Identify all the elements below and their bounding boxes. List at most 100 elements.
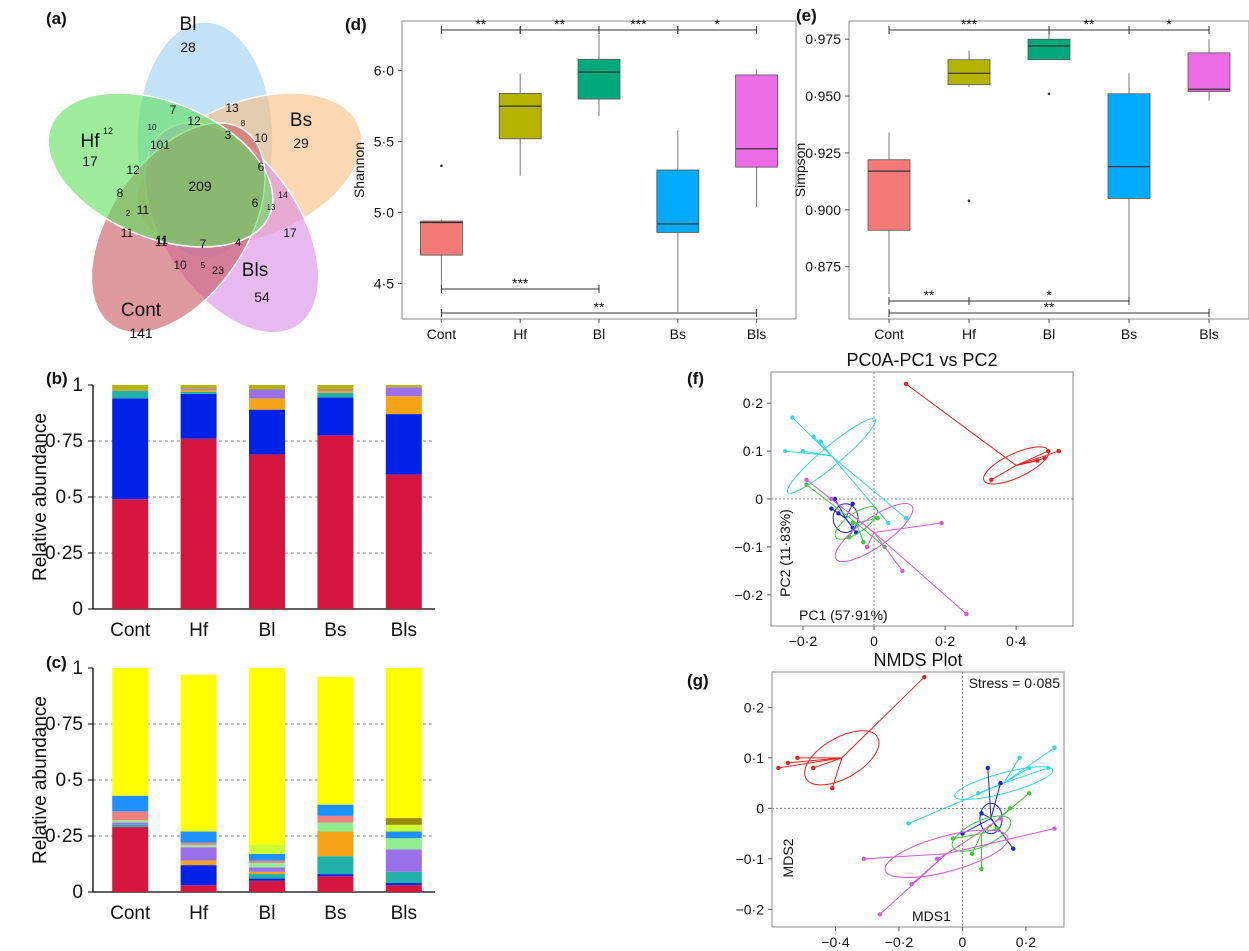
bar-segment xyxy=(112,398,149,500)
sample-point xyxy=(906,821,911,826)
sample-point xyxy=(861,856,867,862)
sample-point xyxy=(903,515,909,521)
venn-set-label: Bl xyxy=(180,14,197,35)
significance-label: ** xyxy=(924,287,935,303)
sample-point xyxy=(1045,448,1051,454)
bar-segment xyxy=(180,388,217,390)
x-tick-label: Bl xyxy=(593,326,605,342)
panel-label-d: (d) xyxy=(345,15,367,34)
venn-overlap-count: 11 xyxy=(121,226,134,240)
bar-segment xyxy=(385,385,422,388)
x-axis-label: PC1 (57·91%) xyxy=(799,607,888,623)
y-tick-label: 1 xyxy=(72,658,83,679)
venn-overlap-count: 7 xyxy=(200,237,207,251)
sample-point xyxy=(811,765,816,771)
spider-line xyxy=(971,833,982,854)
sample-point xyxy=(804,477,809,483)
significance-label: * xyxy=(714,16,720,32)
x-tick-label: 0 xyxy=(870,633,878,649)
x-tick-label: Hf xyxy=(189,903,209,924)
bar-segment xyxy=(180,385,217,389)
bar-segment xyxy=(317,831,354,857)
venn-unique-count: 141 xyxy=(129,325,153,341)
y-tick-label: −0·2 xyxy=(736,901,765,917)
spider-line xyxy=(905,383,1017,466)
sample-point xyxy=(1056,448,1061,454)
bar-segment xyxy=(112,811,149,821)
y-axis-label: Shannon xyxy=(351,142,367,198)
venn-overlap-count: 2 xyxy=(126,209,131,218)
spider-line xyxy=(834,498,847,519)
bar-segment xyxy=(385,838,422,850)
bar-segment xyxy=(385,387,422,397)
spider-line xyxy=(1003,757,1020,784)
bar-segment xyxy=(317,392,354,398)
venn-unique-count: 28 xyxy=(180,39,196,55)
y-tick-label: 6·0 xyxy=(374,63,394,79)
box-outlier xyxy=(1047,92,1051,96)
panel-label-c: (c) xyxy=(46,653,67,672)
significance-label: ** xyxy=(475,16,486,32)
significance-label: ** xyxy=(554,16,565,32)
significance-label: * xyxy=(1046,287,1052,303)
ordination-plot-pcoa: −0·2 0 0·2 0·4 −0·2 −0·1 0 0·1 0·2 PC0A-PC1 vs PC… xyxy=(735,350,1074,649)
spider-line xyxy=(1003,747,1055,784)
x-tick-label: −0·2 xyxy=(789,633,818,649)
plot-frame xyxy=(771,671,1065,928)
confidence-ellipse xyxy=(832,503,859,534)
box-iqr xyxy=(1107,93,1151,199)
bar-segment xyxy=(249,880,285,892)
bar-segment xyxy=(112,385,149,390)
spider-line xyxy=(1003,767,1049,784)
x-tick-label: Bls xyxy=(391,620,417,641)
y-tick-label: 0 xyxy=(72,882,83,903)
spider-line xyxy=(841,676,925,759)
y-tick-label: 0·950 xyxy=(805,88,841,104)
confidence-ellipse xyxy=(804,730,880,786)
panel-label-f: (f) xyxy=(687,369,704,388)
y-tick-label: 0·2 xyxy=(743,395,763,411)
x-tick-label: Bls xyxy=(391,903,417,924)
stress-annotation: Stress = 0·085 xyxy=(969,675,1061,691)
spider-line xyxy=(855,522,886,548)
bar-segment xyxy=(249,871,285,875)
bar-segment xyxy=(180,674,217,832)
x-tick-label: −0·4 xyxy=(821,934,850,950)
bar-segment xyxy=(385,883,422,886)
x-tick-label: −0·2 xyxy=(885,934,914,950)
bar-segment xyxy=(385,474,422,609)
y-tick-label: −0·2 xyxy=(735,587,764,603)
venn-unique-count: 54 xyxy=(254,289,270,305)
y-axis-label: Simpson xyxy=(792,143,808,197)
y-tick-label: 0·1 xyxy=(744,750,764,766)
x-tick-label: Bls xyxy=(747,326,766,342)
spider-line xyxy=(806,484,857,524)
bar-segment xyxy=(180,842,217,845)
venn-set-label: Bls xyxy=(242,260,268,281)
box-iqr xyxy=(656,169,700,233)
sample-point xyxy=(989,477,994,483)
venn-overlap-count: 17 xyxy=(283,226,297,240)
sample-point xyxy=(800,448,806,454)
y-tick-label: 0·900 xyxy=(805,202,841,218)
sample-point xyxy=(979,866,984,872)
sample-point xyxy=(934,856,940,862)
sample-point xyxy=(1026,790,1032,796)
y-tick-label: 0·75 xyxy=(45,714,83,735)
y-tick-label: 0 xyxy=(756,800,764,816)
spider-line xyxy=(864,853,947,860)
y-tick-label: 0 xyxy=(755,491,763,507)
sample-point xyxy=(900,568,905,574)
bar-segment xyxy=(317,397,354,436)
venn-overlap-count: 5 xyxy=(201,261,206,270)
box-iqr xyxy=(419,220,463,256)
venn-overlap-count: 13 xyxy=(225,101,239,115)
bar-segment xyxy=(249,874,285,879)
sample-point xyxy=(903,381,909,387)
venn-overlap-count: 6 xyxy=(252,196,259,210)
significance-label: * xyxy=(1166,16,1172,32)
bar-segment xyxy=(317,874,354,877)
confidence-ellipse xyxy=(954,766,1054,800)
sample-point xyxy=(830,785,835,791)
ordination-plot-nmds: −0·4 −0·2 0 0·2 −0·2 −0·1 0 0·1 0·2 NMDS Plot MDS1… xyxy=(736,650,1065,950)
